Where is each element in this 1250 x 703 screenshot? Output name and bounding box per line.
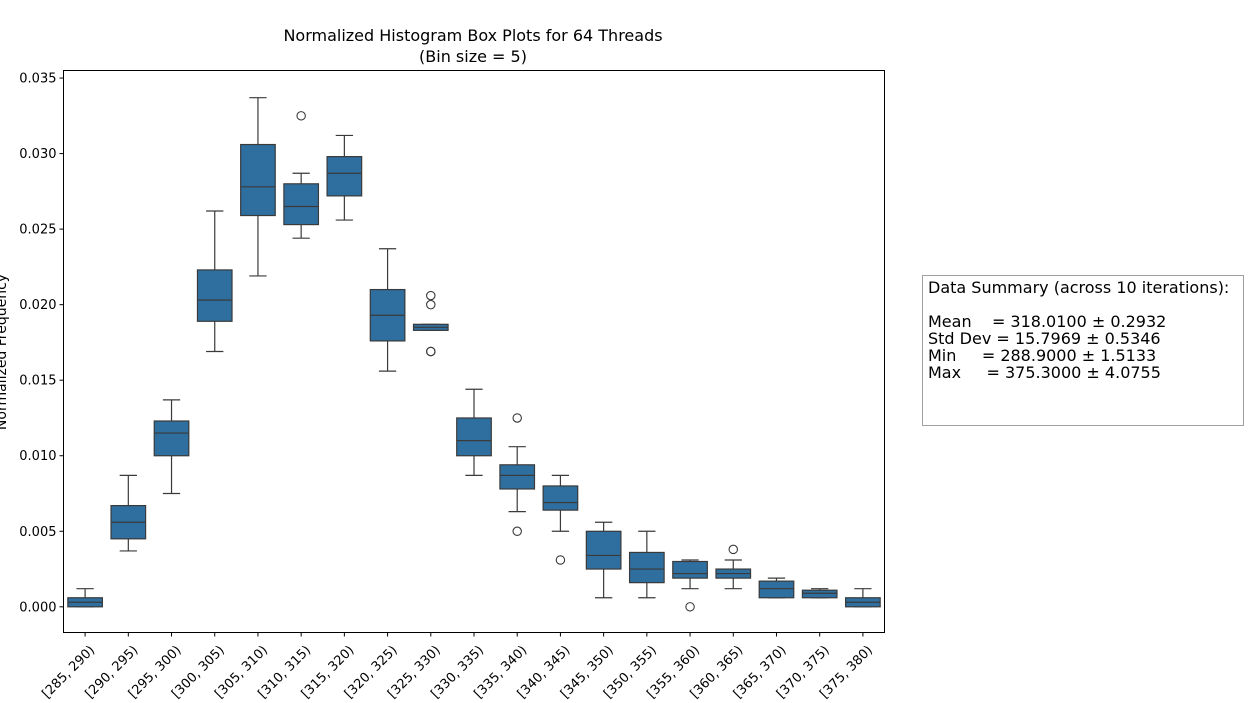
box-iqr	[758, 580, 795, 599]
summary-mean: Mean = 318.0100 ± 0.2932	[928, 312, 1167, 331]
box-group	[412, 290, 449, 357]
outlier-point	[426, 299, 436, 310]
box-iqr	[628, 551, 665, 584]
summary-min: Min = 288.9000 ± 1.5133	[928, 346, 1157, 365]
outlier-point	[512, 413, 522, 423]
y-axis-ticks: 0.000 0.005 0.010 0.015 0.020 0.025 0.030 0.035	[19, 72, 64, 615]
data-summary-box: Data Summary (across 10 iterations): Mea…	[922, 275, 1244, 426]
box-iqr	[672, 560, 708, 579]
y-tick-label: 0.020	[19, 298, 56, 313]
box-iqr	[585, 530, 622, 570]
box-group	[628, 530, 665, 599]
y-tick-label: 0.025	[19, 223, 56, 238]
box-group	[196, 210, 233, 353]
box-group	[801, 588, 838, 599]
box-group	[283, 111, 320, 239]
chart-title: Normalized Histogram Box Plots for 64 Th…	[283, 26, 662, 45]
box-iqr	[801, 589, 838, 599]
box-iqr	[283, 183, 320, 226]
box-group	[240, 97, 276, 277]
box-group	[499, 413, 536, 537]
plot-frame	[63, 70, 885, 633]
box-group	[542, 474, 579, 565]
summary-std-dev: Std Dev = 15.7969 ± 0.5346	[928, 329, 1161, 348]
box-group	[67, 588, 103, 608]
box-iqr	[196, 269, 233, 322]
box-group	[845, 588, 881, 608]
outlier-point	[685, 602, 695, 612]
box-iqr	[542, 485, 579, 511]
box-group	[110, 474, 147, 552]
box-iqr	[456, 417, 492, 457]
outlier-point	[555, 555, 566, 565]
summary-heading: Data Summary (across 10 iterations):	[928, 278, 1230, 297]
outlier-point	[512, 526, 522, 537]
y-axis-label: Normalized Frequency	[0, 274, 10, 430]
y-tick-label: 0.015	[19, 374, 56, 389]
box-group	[758, 577, 795, 599]
plot-marks	[67, 97, 881, 612]
box-iqr	[499, 464, 536, 490]
box-group	[369, 248, 406, 372]
box-plot-chart: Normalized Histogram Box Plots for 64 Th…	[0, 26, 885, 702]
box-iqr	[153, 420, 190, 457]
y-tick-label: 0.010	[19, 449, 56, 464]
x-axis-ticks: [285, 290)[290, 295)[295, 300)[300, 305)…	[39, 632, 876, 702]
y-tick-label: 0.000	[19, 600, 56, 615]
box-group	[715, 544, 752, 590]
chart-subtitle: (Bin size = 5)	[419, 47, 527, 66]
outlier-point	[296, 111, 306, 121]
box-group	[585, 521, 622, 599]
outlier-point	[426, 346, 436, 357]
box-group	[153, 399, 190, 495]
box-group	[456, 388, 492, 476]
y-tick-label: 0.030	[19, 147, 56, 162]
outlier-point	[728, 544, 739, 555]
box-iqr	[326, 156, 363, 197]
y-tick-label: 0.005	[19, 525, 56, 540]
box-iqr	[240, 143, 276, 217]
box-group	[672, 559, 708, 612]
summary-max: Max = 375.3000 ± 4.0755	[928, 363, 1161, 382]
y-tick-label: 0.035	[19, 72, 56, 87]
outlier-point	[426, 290, 436, 301]
box-group	[326, 134, 363, 221]
